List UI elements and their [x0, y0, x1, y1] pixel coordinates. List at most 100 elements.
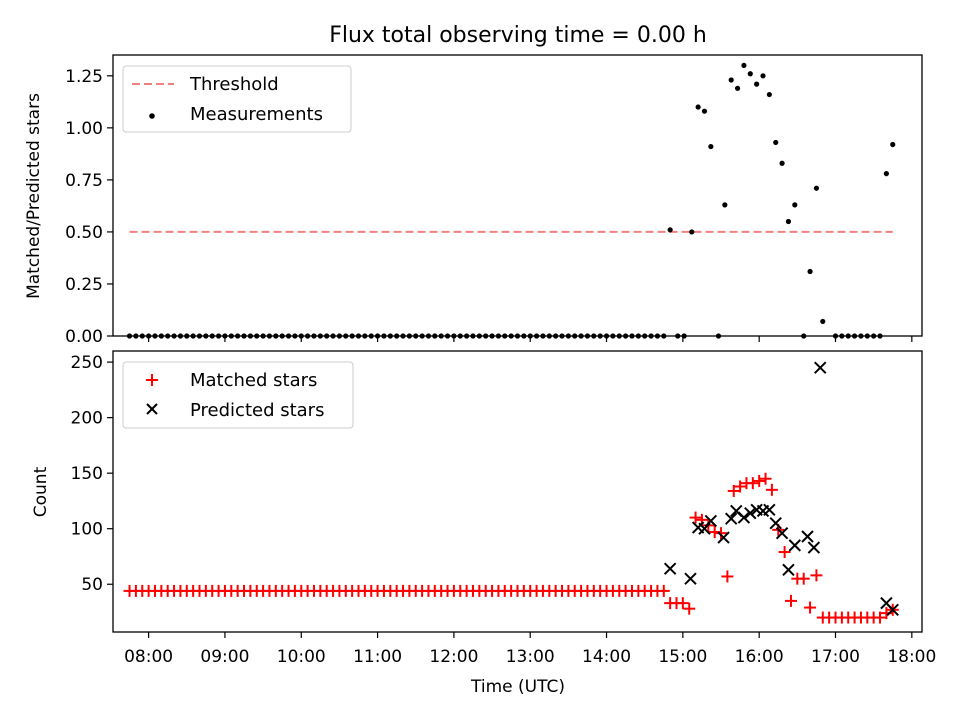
measurement-point: [792, 202, 798, 208]
measurement-point: [773, 139, 779, 146]
measurement-point: [807, 268, 813, 275]
legend-measurements-swatch: [149, 113, 155, 119]
top-legend: Threshold Measurements: [122, 65, 352, 133]
matched-star-point: [765, 483, 778, 496]
predicted-star-point: [763, 503, 776, 517]
matched-star-point: [874, 611, 887, 624]
predicted-star-point: [801, 530, 814, 543]
matched-star-point: [683, 602, 696, 615]
measurement-point: [754, 81, 760, 87]
top-y-tick-label: 1.00: [65, 119, 103, 139]
matched-star-point: [715, 527, 728, 540]
x-tick-label: 12:00: [429, 647, 478, 667]
measurement-point: [813, 185, 820, 191]
top-x-ticks: [148, 336, 913, 342]
matched-star-point: [689, 511, 702, 524]
legend-matched-swatch: [146, 374, 158, 386]
matched-star-point: [804, 601, 817, 614]
matched-star-point: [753, 474, 766, 487]
measurement-point: [760, 73, 766, 79]
bottom-y-tick-label: 200: [71, 409, 103, 429]
top-y-axis-label: Matched/Predicted stars: [24, 93, 44, 299]
bottom-y-axis-label: Count: [31, 466, 51, 517]
predicted-star-point: [775, 526, 789, 540]
legend-matched-label: Matched stars: [190, 370, 317, 391]
predicted-star-point: [814, 361, 827, 374]
measurement-point: [722, 202, 728, 208]
legend-measurements-label: Measurements: [190, 104, 323, 125]
top-axes-frame: [112, 54, 923, 337]
x-axis-label: Time (UTC): [470, 677, 565, 697]
predicted-star-point: [807, 541, 821, 554]
measurement-point: [883, 171, 889, 177]
predicted-star-point: [663, 562, 677, 575]
predicted-star-point: [684, 572, 697, 585]
top-marks: [126, 62, 896, 339]
matched-star-point: [721, 570, 734, 583]
legend-threshold-label: Threshold: [189, 74, 279, 95]
predicted-star-point: [717, 531, 730, 544]
x-tick-label: 15:00: [658, 647, 707, 667]
matched-star-point: [657, 584, 670, 597]
measurement-point: [820, 318, 826, 325]
legend-predicted-label: Predicted stars: [190, 400, 324, 421]
chart-title: Flux total observing time = 0.00 h: [329, 23, 707, 48]
top-y-tick-label: 1.25: [65, 67, 103, 87]
x-tick-label: 08:00: [124, 647, 173, 667]
measurement-point: [779, 160, 785, 166]
predicted-star-point: [698, 522, 711, 535]
top-y-tick-label: 0.50: [65, 223, 103, 243]
matched-star-point: [784, 594, 797, 607]
bottom-y-ticks: 50 100 150 200 250: [71, 353, 113, 595]
bottom-y-tick-label: 100: [71, 520, 103, 540]
bottom-panel: 50 100 150 200 250 08:00 09:00 10:00 11:00 12:00…: [31, 350, 936, 697]
predicted-star-point: [788, 539, 802, 552]
matched-star-point: [734, 480, 747, 493]
bottom-y-tick-label: 50: [81, 575, 103, 595]
bottom-marks: [123, 361, 899, 624]
top-panel: 0.00 0.25 0.50 0.75 1.00 1.25 Matched/Predict…: [24, 54, 923, 347]
top-y-tick-label: 0.75: [65, 171, 103, 191]
measurement-point: [747, 71, 753, 77]
matched-star-point: [797, 572, 810, 585]
bottom-axes-frame: [112, 350, 923, 633]
x-tick-label: 18:00: [887, 647, 936, 667]
bottom-legend-box: [122, 361, 354, 429]
top-y-tick-label: 0.25: [65, 275, 103, 295]
predicted-star-point: [886, 603, 899, 616]
measurement-point: [734, 85, 741, 91]
measurement-point: [741, 62, 747, 69]
matched-star-point: [746, 477, 759, 490]
predicted-star-point: [737, 511, 751, 524]
predicted-star-point: [704, 514, 718, 528]
predicted-star-point: [744, 506, 757, 520]
measurement-point: [890, 141, 896, 148]
measurement-point: [708, 143, 714, 150]
top-y-ticks: 0.00 0.25 0.50 0.75 1.00 1.25: [65, 67, 113, 347]
bottom-y-tick-label: 250: [71, 353, 103, 373]
bottom-y-tick-label: 150: [71, 464, 103, 484]
measurement-point: [785, 218, 792, 225]
predicted-star-point: [724, 512, 738, 525]
bottom-x-ticks: 08:00 09:00 10:00 11:00 12:00 13:00 14:00 15:00…: [124, 632, 936, 667]
x-tick-label: 09:00: [200, 647, 249, 667]
matched-star-point: [727, 484, 740, 497]
x-tick-label: 14:00: [582, 647, 631, 667]
matched-star-point: [676, 597, 689, 610]
measurement-point: [667, 227, 673, 233]
x-tick-label: 10:00: [277, 647, 326, 667]
bottom-legend: Matched stars Predicted stars: [122, 361, 354, 429]
matched-star-point: [759, 472, 772, 485]
matched-star-point: [778, 546, 791, 559]
measurement-point: [695, 104, 701, 110]
predicted-star-point: [769, 516, 782, 530]
matched-star-point: [810, 569, 823, 582]
predicted-star-point: [782, 563, 795, 577]
top-y-tick-label: 0.00: [65, 327, 103, 347]
x-tick-label: 17:00: [811, 647, 860, 667]
legend-predicted-swatch: [146, 403, 158, 415]
measurement-point: [689, 229, 695, 235]
top-legend-box: [122, 65, 352, 133]
measurement-point: [766, 91, 772, 98]
